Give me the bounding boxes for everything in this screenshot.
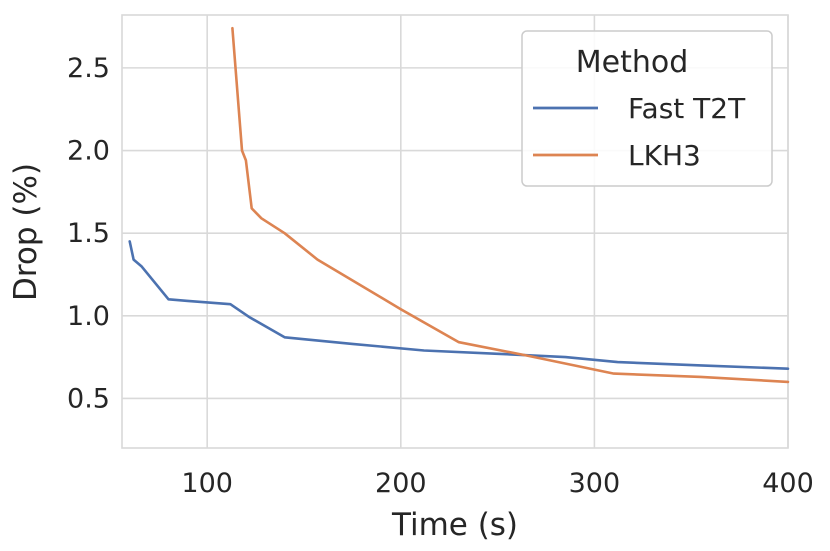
legend-label-lkh3: LKH3 [628,139,701,172]
x-axis-label: Time (s) [391,507,518,543]
x-tick-label: 200 [375,468,427,499]
series-lines [128,26,790,384]
plot-area-frame [121,14,789,449]
y-tick-label: 1.0 [67,301,110,332]
legend-label-fast-t2t: Fast T2T [628,92,746,125]
y-tick-label: 2.5 [67,53,110,84]
series-line-fast-t2t [128,240,790,371]
x-tick-label: 300 [569,468,621,499]
series-line-lkh3 [231,26,790,384]
y-axis-ticks: 0.5 1.0 1.5 2.0 2.5 [67,53,110,415]
y-tick-label: 0.5 [67,383,110,414]
x-tick-label: 100 [181,468,233,499]
y-axis-label: Drop (%) [8,163,44,301]
x-axis-ticks: 100 200 300 400 [181,468,813,499]
y-tick-label: 1.5 [67,218,110,249]
y-tick-label: 2.0 [67,136,110,167]
legend: Method Fast T2T LKH3 [521,30,773,187]
x-tick-label: 400 [762,468,814,499]
legend-title: Method [576,45,689,80]
legend-box [521,30,773,187]
